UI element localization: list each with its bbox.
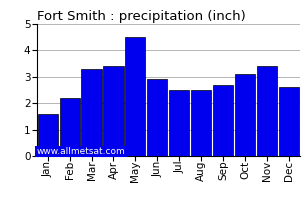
Bar xyxy=(191,90,211,156)
Bar xyxy=(103,66,124,156)
Bar xyxy=(81,69,102,156)
Bar xyxy=(169,90,189,156)
Bar xyxy=(60,98,80,156)
Bar xyxy=(257,66,277,156)
Bar xyxy=(125,37,145,156)
Text: www.allmetsat.com: www.allmetsat.com xyxy=(37,147,125,156)
Bar xyxy=(147,79,167,156)
Bar xyxy=(279,87,299,156)
Text: Fort Smith : precipitation (inch): Fort Smith : precipitation (inch) xyxy=(37,10,245,23)
Bar xyxy=(235,74,255,156)
Bar xyxy=(213,85,233,156)
Bar xyxy=(38,114,58,156)
